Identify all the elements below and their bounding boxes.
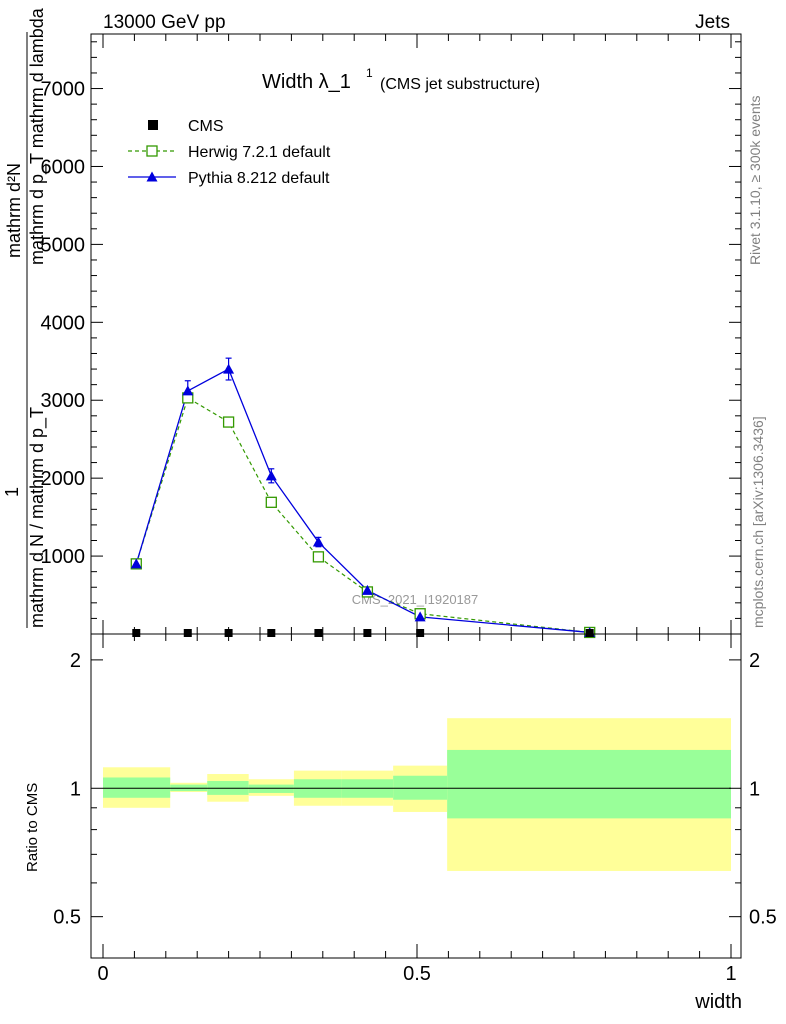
cms-point [132,629,141,637]
cms-point [314,629,323,637]
source-label: mcplots.cern.ch [arXiv:1306.3436] [750,416,766,628]
title-main: Width λ_1 [262,71,351,93]
ratio-y-tick-label-right: 1 [749,778,760,800]
y-tick-label: 5000 [41,234,86,256]
cms-point [224,629,233,637]
analysis-watermark: CMS_2021_I1920187 [352,592,479,607]
pythia-point [312,536,324,547]
cms-point [267,629,276,637]
legend-item-herwig: Herwig 7.2.1 default [128,144,331,161]
legend-marker [146,145,158,157]
y-axis-label-ratio: Ratio to CMS [24,783,41,872]
legend-item-cms: CMS [148,118,224,135]
legend-marker [146,171,158,182]
ratio-inner-band-3 [248,784,294,793]
x-ticks: 0 0.5 1 [97,634,737,985]
ratio-panel: 0 0.5 10.5 0.51 12 2 [53,633,777,985]
x-tick-label: 1 [725,963,736,985]
rivet-label: Rivet 3.1.10, ≥ 300k events [747,95,763,265]
herwig-point [312,551,325,563]
y-tick-label: 3000 [41,390,86,412]
x-tick-label: 0.5 [403,963,431,985]
ratio-y-tick-label-right: 0.5 [749,907,777,929]
y-tick-label: 7000 [41,79,86,101]
cms-point [416,629,425,637]
cms-point [585,629,594,637]
title-sub: (CMS jet substructure) [380,76,540,93]
y-tick-label: 4000 [41,312,86,334]
legend: CMS Herwig 7.2.1 default Pythia 8.212 defa… [128,118,331,187]
process-label: Jets [695,12,730,33]
herwig-point [222,416,235,428]
cms-point [363,629,372,637]
ratio-frame [90,633,742,959]
pythia-point [223,363,235,374]
y-axis-label-denominator: mathrm d N / mathrm d p_T [27,407,48,628]
plot-title: Width λ_1 1 (CMS jet substructure) [262,66,540,93]
pythia-point [361,584,373,595]
legend-item-pythia: Pythia 8.212 default [128,170,330,187]
ratio-y-ticks: 0.5 0.5 1 1 2 2 [53,650,777,929]
legend-label: Herwig 7.2.1 default [188,144,331,161]
main-panel: 1000 2000 3000 4000 5000 6000 7000 [41,33,742,639]
y-tick-label: 6000 [41,156,86,178]
title-superscript: 1 [366,66,373,80]
pythia-point [130,558,142,569]
cms-point [183,629,192,637]
y-tick-label: 2000 [41,468,86,490]
legend-label: CMS [188,118,224,135]
legend-marker [148,120,158,130]
ratio-y-tick-label-left: 0.5 [53,907,81,929]
cms-markers [132,629,594,637]
ratio-y-tick-label-right: 2 [749,650,760,672]
pythia-point [414,611,426,622]
herwig-point [265,496,277,508]
y-axis-label-main: 1 mathrm d²N mathrm d p_T mathrm d lambd… [2,7,48,628]
main-y-ticks: 1000 2000 3000 4000 5000 6000 7000 [41,41,741,619]
ratio-y-tick-label-left: 2 [70,650,81,672]
pythia-point [182,385,194,396]
ratio-inner-band-7 [447,749,731,819]
ratio-y-tick-label-left: 1 [70,778,81,800]
pythia-line [135,368,590,634]
ratio-bands [103,718,731,871]
legend-label: Pythia 8.212 default [188,170,330,187]
y-axis-label-prefix: 1 [2,487,22,497]
ratio-inner-band-6 [393,775,448,800]
x-tick-label: 0 [97,963,108,985]
pythia-point [265,470,277,481]
y-tick-label: 1000 [41,546,86,568]
herwig-line [135,396,590,634]
energy-label: 13000 GeV pp [103,12,226,33]
y-axis-label-numerator: mathrm d²N [4,163,24,258]
x-axis-label: width [694,991,742,1013]
y-axis-label-numerator-tail: mathrm d p_T mathrm d lambda [27,7,48,265]
ratio-inner-band-0 [103,777,171,798]
